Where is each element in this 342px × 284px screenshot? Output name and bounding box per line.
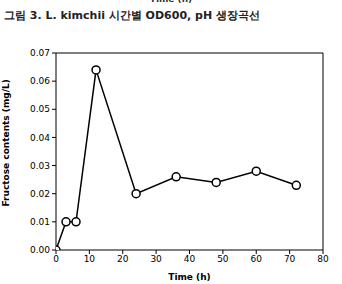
svg-text:80: 80 (317, 254, 329, 264)
svg-text:0.05: 0.05 (30, 104, 50, 114)
svg-text:0: 0 (53, 254, 59, 264)
svg-text:20: 20 (117, 254, 129, 264)
svg-text:0.00: 0.00 (30, 245, 50, 255)
svg-text:0.06: 0.06 (30, 76, 50, 86)
svg-text:0.07: 0.07 (30, 48, 50, 58)
svg-text:Fructose contents (mg/L): Fructose contents (mg/L) (8, 79, 11, 206)
svg-text:0.01: 0.01 (30, 217, 50, 227)
svg-text:40: 40 (184, 254, 196, 264)
svg-text:Time (h): Time (h) (168, 272, 210, 282)
svg-text:0.04: 0.04 (30, 133, 50, 143)
svg-text:70: 70 (284, 254, 296, 264)
svg-text:10: 10 (84, 254, 96, 264)
svg-text:50: 50 (217, 254, 229, 264)
html-text:그림 3. L. kimchii 시간별 OD600, pH: 그림 3. L. kimchii 시간별 OD600, pH 생장곡선 (4, 9, 260, 22)
svg-text:0.03: 0.03 (30, 161, 50, 171)
svg-text:0.02: 0.02 (30, 189, 50, 199)
svg-text:60: 60 (251, 254, 263, 264)
svg-text:30: 30 (150, 254, 162, 264)
